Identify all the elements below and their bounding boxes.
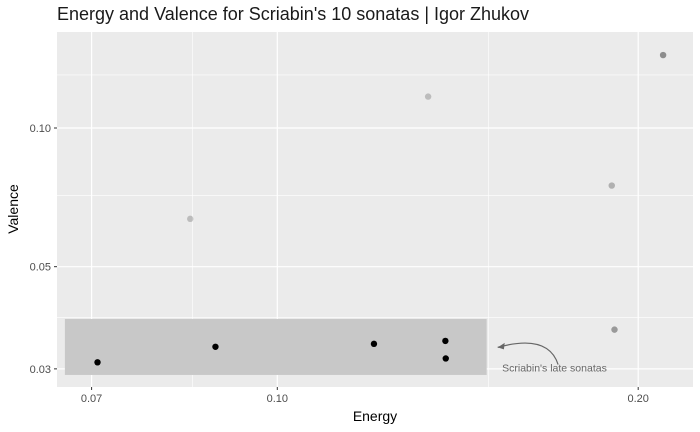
plot-area: Scriabin's late sonatas [57, 32, 693, 387]
annotation-arrow [497, 342, 559, 365]
chart-title: Energy and Valence for Scriabin's 10 son… [57, 4, 529, 24]
data-point [442, 355, 449, 362]
x-tick-label: 0.10 [267, 393, 288, 405]
data-point [424, 93, 432, 100]
annotation-arrowhead [497, 342, 505, 350]
y-tick-label: 0.10 [30, 123, 51, 135]
y-tick-label: 0.05 [30, 262, 51, 274]
x-tick-label: 0.20 [627, 393, 648, 405]
y-tick-label: 0.03 [30, 364, 51, 376]
data-point [187, 215, 194, 223]
data-point [608, 182, 615, 189]
data-point [370, 340, 378, 348]
data-point [611, 326, 618, 333]
data-point [659, 51, 667, 59]
x-axis-title: Energy [353, 408, 397, 424]
data-point [442, 337, 449, 345]
data-point [212, 343, 219, 350]
data-point [94, 359, 101, 366]
highlight-region [64, 318, 487, 375]
annotation-text: Scriabin's late sonatas [502, 363, 607, 375]
x-tick-label: 0.07 [81, 393, 102, 405]
y-axis-title: Valence [5, 184, 21, 234]
